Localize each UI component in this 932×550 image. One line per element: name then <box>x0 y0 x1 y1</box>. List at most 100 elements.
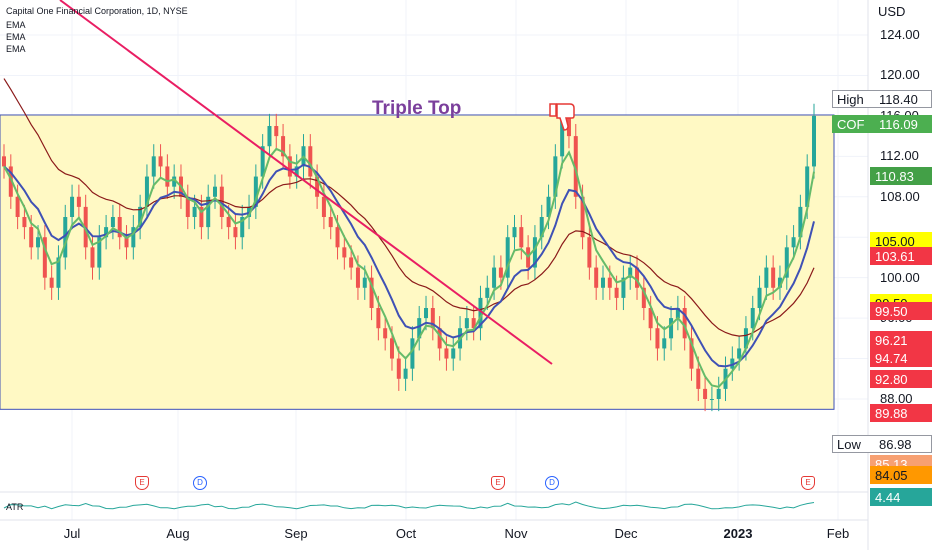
thumbs-down-icon <box>549 103 575 131</box>
candle-body <box>110 217 115 228</box>
candle-body <box>138 206 143 228</box>
cof-label[interactable]: COF 116.09 <box>832 115 932 133</box>
candle-body <box>42 237 47 278</box>
cof-label-value: 116.09 <box>879 117 918 132</box>
high-label[interactable]: High 118.40 <box>832 90 932 108</box>
candle-body <box>165 166 170 187</box>
level-8405-label[interactable]: 84.05 <box>870 466 932 484</box>
candle-body <box>240 217 245 238</box>
candle-body <box>621 277 626 298</box>
x-tick-label: Oct <box>395 526 417 541</box>
candle-body <box>396 358 401 379</box>
x-tick-label: Dec <box>614 526 638 541</box>
candle-body <box>580 196 585 238</box>
x-tick-label: Aug <box>166 526 190 541</box>
candle-body <box>315 176 320 197</box>
symbol-title: Capital One Financial Corporation, 1D, N… <box>6 6 188 16</box>
candle-body <box>321 196 326 217</box>
low-label[interactable]: Low 86.98 <box>832 435 932 453</box>
candle-body <box>566 115 571 137</box>
candle-body <box>36 237 41 248</box>
candle-body <box>451 348 456 359</box>
candle-body <box>185 196 190 217</box>
earnings-marker[interactable]: E <box>135 476 149 490</box>
candle-body <box>308 146 313 177</box>
ema-legend-3[interactable]: EMA <box>6 44 26 54</box>
candle-body <box>594 267 599 288</box>
candle-body <box>8 166 13 197</box>
candle-body <box>15 196 20 217</box>
level-9474-label[interactable]: 94.74 <box>870 349 932 367</box>
candlestick-series <box>2 103 816 412</box>
candle-body <box>498 267 503 278</box>
candle-body <box>669 318 674 339</box>
candle-body <box>158 156 163 167</box>
candle-body <box>560 115 565 157</box>
level-9950-red-label[interactable]: 99.50 <box>870 302 932 320</box>
earnings-marker[interactable]: E <box>491 476 505 490</box>
candle-body <box>76 196 81 207</box>
candle-body <box>798 206 803 238</box>
candle-body <box>294 166 299 177</box>
candle-body <box>505 237 510 278</box>
level-9621-label[interactable]: 96.21 <box>870 331 932 349</box>
candle-body <box>730 358 735 369</box>
candle-body <box>70 196 75 217</box>
candle-body <box>233 227 238 238</box>
ema-legend-1[interactable]: EMA <box>6 20 26 30</box>
candle-body <box>709 399 714 400</box>
candle-body <box>485 287 490 298</box>
level-8988-label[interactable]: 89.88 <box>870 404 932 422</box>
candle-body <box>104 227 109 238</box>
candle-body <box>519 227 524 248</box>
level-9280-label[interactable]: 92.80 <box>870 370 932 388</box>
candle-body <box>628 267 633 278</box>
earnings-marker[interactable]: E <box>801 476 815 490</box>
candle-body <box>791 237 796 248</box>
candle-body <box>689 338 694 369</box>
level-10361-label[interactable]: 103.61 <box>870 247 932 265</box>
ema-mid-line <box>3 163 815 368</box>
atr-label[interactable]: ATR <box>6 502 24 512</box>
candle-body <box>376 308 381 329</box>
candle-body <box>607 277 612 288</box>
dividend-marker[interactable]: D <box>193 476 207 490</box>
candle-body <box>267 126 272 147</box>
atr-value-label[interactable]: 4.44 <box>870 488 932 506</box>
candle-body <box>226 217 231 228</box>
triple-top-zone[interactable] <box>0 114 835 410</box>
candle-body <box>750 308 755 329</box>
candle-body <box>253 176 258 207</box>
candle-body <box>777 277 782 288</box>
candle-body <box>464 318 469 329</box>
candle-body <box>437 328 442 349</box>
y-tick-label: 100.00 <box>880 269 920 285</box>
x-tick-label: Jul <box>63 526 81 541</box>
candle-body <box>573 136 578 197</box>
x-tick-label: Feb <box>826 526 850 541</box>
downtrend-line[interactable] <box>59 0 553 365</box>
candle-body <box>219 186 224 217</box>
ema-fast-label[interactable]: 110.83 <box>870 167 932 185</box>
candle-body <box>743 328 748 349</box>
candle-body <box>117 217 122 238</box>
x-tick-label: 2023 <box>723 526 753 541</box>
candle-body <box>512 227 517 238</box>
candle-body <box>131 227 136 248</box>
currency-label[interactable]: USD <box>878 4 906 19</box>
candle-body <box>56 257 61 288</box>
high-label-value: 118.40 <box>879 92 918 107</box>
dividend-marker[interactable]: D <box>545 476 559 490</box>
candle-body <box>172 176 177 187</box>
candle-body <box>335 227 340 248</box>
candle-body <box>492 267 497 288</box>
atr-line <box>3 501 815 510</box>
ema-legend-2[interactable]: EMA <box>6 32 26 42</box>
y-tick-label: 108.00 <box>880 188 920 204</box>
triple-top-label[interactable]: Triple Top <box>372 98 462 119</box>
y-tick-label: 124.00 <box>880 27 920 42</box>
candle-body <box>287 156 292 177</box>
candle-body <box>362 277 367 288</box>
candle-body <box>539 217 544 238</box>
